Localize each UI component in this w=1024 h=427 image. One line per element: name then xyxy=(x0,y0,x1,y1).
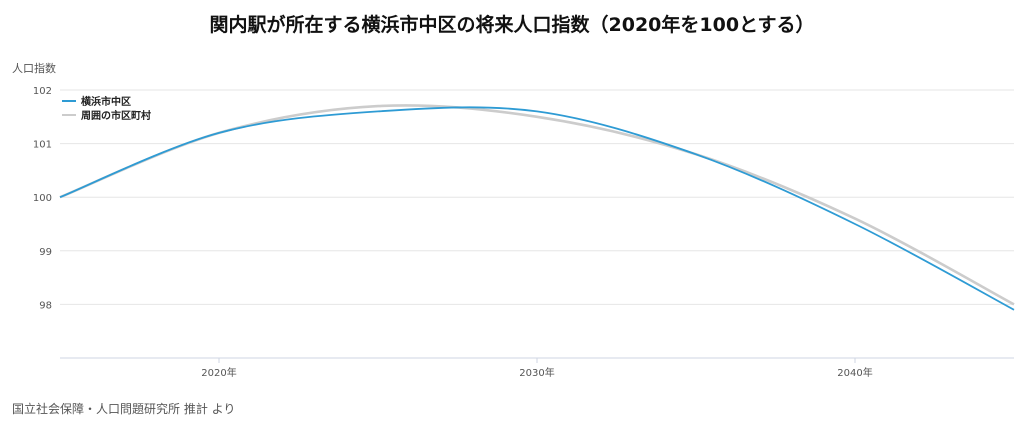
y-tick-label: 101 xyxy=(33,140,52,151)
y-tick-label: 99 xyxy=(39,247,52,258)
y-axis-label: 人口指数 xyxy=(12,62,56,75)
y-ticks: 98 99 100 101 102 xyxy=(33,86,52,311)
x-tick-label: 2030年 xyxy=(519,366,554,379)
chart-title: 関内駅が所在する横浜市中区の将来人口指数（2020年を100とする） xyxy=(209,14,815,36)
series-lines xyxy=(59,104,1015,311)
x-tick-label: 2040年 xyxy=(837,366,872,379)
x-ticks: 2020年 2030年 2040年 xyxy=(201,358,873,379)
legend-label: 周囲の市区町村 xyxy=(81,109,151,122)
y-tick-label: 102 xyxy=(33,86,52,97)
x-tick-label: 2020年 xyxy=(201,366,236,379)
grid xyxy=(60,89,1014,359)
y-tick-label: 98 xyxy=(39,300,52,311)
series-line-1 xyxy=(59,104,1015,306)
y-tick-label: 100 xyxy=(33,193,52,204)
source-note: 国立社会保障・人口問題研究所 推計 より xyxy=(12,402,236,416)
series-line-0 xyxy=(59,106,1015,311)
legend-label: 横浜市中区 xyxy=(81,95,131,108)
